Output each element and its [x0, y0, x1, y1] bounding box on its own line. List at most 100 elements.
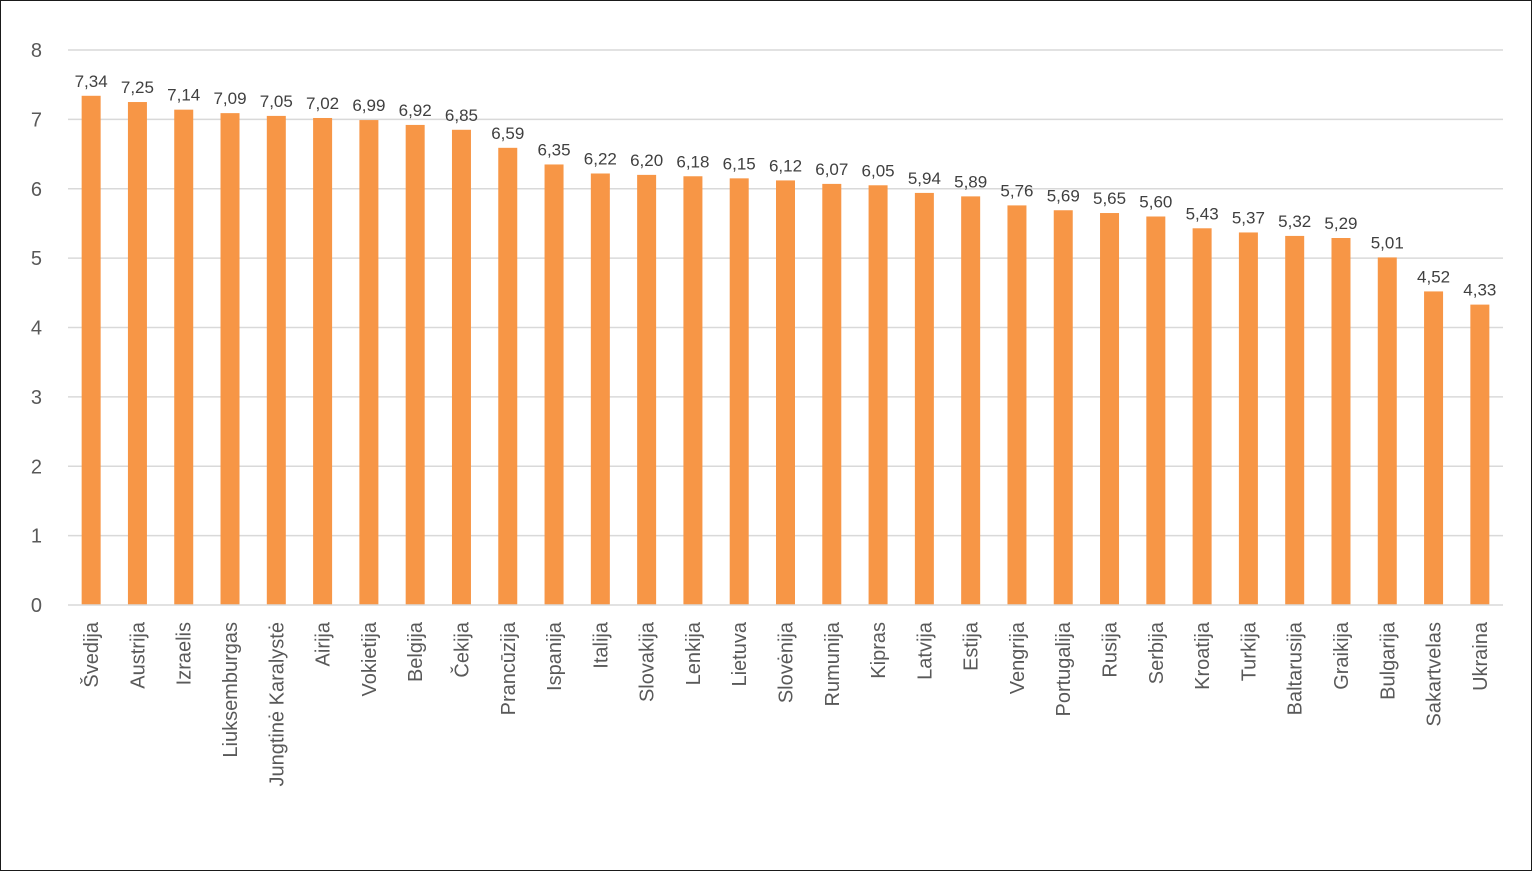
- x-tick-label: Jungtinė Karalystė: [266, 622, 288, 787]
- data-label: 6,22: [584, 149, 617, 168]
- x-tick-label: Airija: [313, 621, 335, 666]
- data-label: 6,12: [769, 156, 802, 175]
- bar: [266, 115, 286, 605]
- data-label: 5,43: [1186, 204, 1219, 223]
- bar: [451, 129, 471, 605]
- x-axis-ticks: Švedija Austrija Izraelis Liuksemburgas Jung…: [80, 621, 1492, 786]
- y-tick-label: 5: [31, 248, 42, 270]
- x-tick-label: Lenkija: [683, 621, 705, 685]
- bar: [1331, 238, 1351, 605]
- bar: [1007, 205, 1027, 605]
- bar: [127, 102, 147, 605]
- bar: [544, 164, 564, 605]
- data-label: 7,09: [213, 89, 246, 108]
- bar: [220, 113, 240, 605]
- bar: [498, 147, 518, 605]
- bar: [683, 176, 703, 605]
- data-label: 4,33: [1463, 281, 1496, 300]
- bar: [590, 173, 610, 606]
- x-tick-label: Rumunija: [822, 621, 844, 706]
- x-tick-label: Slovėnija: [776, 621, 798, 703]
- data-label: 5,76: [1000, 181, 1033, 200]
- data-label: 6,18: [676, 152, 709, 171]
- y-tick-label: 4: [31, 318, 42, 340]
- x-tick-label: Švedija: [80, 621, 103, 687]
- y-tick-label: 7: [31, 109, 42, 131]
- data-label: 6,20: [630, 151, 663, 170]
- bar: [1192, 228, 1212, 605]
- data-label: 5,01: [1371, 233, 1404, 252]
- bar: [1053, 210, 1073, 605]
- x-tick-label: Vengrija: [1007, 621, 1029, 694]
- x-tick-label: Izraelis: [174, 622, 196, 685]
- x-tick-label: Turkija: [1238, 621, 1260, 681]
- data-label: 6,59: [491, 124, 524, 143]
- x-tick-label: Lietuva: [729, 621, 751, 686]
- data-label: 7,25: [121, 78, 154, 97]
- bar: [776, 180, 795, 606]
- x-tick-label: Latvija: [914, 621, 936, 680]
- x-tick-label: Austrija: [127, 621, 149, 689]
- data-label: 6,92: [399, 101, 432, 120]
- data-label: 6,05: [862, 161, 895, 180]
- x-tick-label: Rusija: [1100, 621, 1122, 677]
- bar: [1285, 235, 1305, 606]
- bar: [405, 124, 425, 606]
- y-tick-label: 0: [31, 595, 42, 617]
- x-tick-label: Kipras: [868, 622, 890, 679]
- data-label: 7,05: [260, 92, 293, 111]
- data-label: 6,35: [538, 140, 571, 159]
- y-tick-label: 3: [31, 387, 42, 409]
- x-tick-label: Slovakija: [637, 621, 659, 702]
- data-label: 6,15: [723, 154, 756, 173]
- bar: [1424, 291, 1444, 605]
- data-label: 5,69: [1047, 186, 1080, 205]
- data-label: 5,94: [908, 169, 941, 188]
- x-tick-label: Sakartvelas: [1424, 622, 1446, 727]
- data-label: 6,07: [815, 160, 848, 179]
- data-label: 5,29: [1324, 214, 1357, 233]
- x-tick-label: Bulgarija: [1377, 621, 1399, 700]
- bar: [1146, 216, 1166, 605]
- bar: [1100, 213, 1120, 605]
- data-label: 5,60: [1139, 193, 1172, 212]
- bar: [822, 183, 842, 606]
- bar: [81, 95, 101, 605]
- bar: [1470, 304, 1490, 605]
- data-label: 7,34: [75, 72, 108, 91]
- data-label: 5,32: [1278, 212, 1311, 231]
- bar: [729, 178, 749, 605]
- y-tick-label: 6: [31, 179, 42, 201]
- bar: [1238, 232, 1258, 606]
- bar: [313, 117, 333, 606]
- data-label: 6,85: [445, 106, 478, 125]
- bar: [1377, 257, 1397, 605]
- data-label: 7,14: [167, 86, 200, 105]
- data-label: 4,52: [1417, 267, 1450, 286]
- data-label: 7,02: [306, 94, 339, 113]
- x-tick-label: Vokietija: [359, 621, 381, 696]
- y-tick-label: 1: [31, 526, 42, 548]
- bar: [359, 120, 379, 605]
- data-label: 6,99: [352, 96, 385, 115]
- x-tick-label: Baltarusija: [1285, 621, 1307, 715]
- y-tick-label: 2: [31, 456, 42, 478]
- data-label: 5,89: [954, 172, 987, 191]
- y-tick-label: 8: [31, 40, 42, 62]
- data-labels: 7,34 7,25 7,14 7,09 7,05 7,02 6,99 6,92 6,85 6,59…: [75, 72, 1497, 300]
- bars: [81, 95, 1490, 606]
- data-label: 5,37: [1232, 208, 1265, 227]
- x-tick-label: Kroatija: [1192, 621, 1214, 690]
- bar: [914, 192, 934, 605]
- y-axis-ticks: 0 1 2 3 4 5 6 7 8: [31, 40, 42, 617]
- data-label: 5,65: [1093, 189, 1126, 208]
- x-tick-label: Ispanija: [544, 621, 566, 691]
- bar: [637, 174, 657, 605]
- x-tick-label: Estija: [961, 621, 983, 671]
- x-tick-label: Portugalija: [1053, 621, 1075, 716]
- bar: [961, 196, 981, 605]
- x-tick-label: Graikija: [1331, 621, 1353, 690]
- x-tick-label: Prancūzija: [498, 621, 520, 715]
